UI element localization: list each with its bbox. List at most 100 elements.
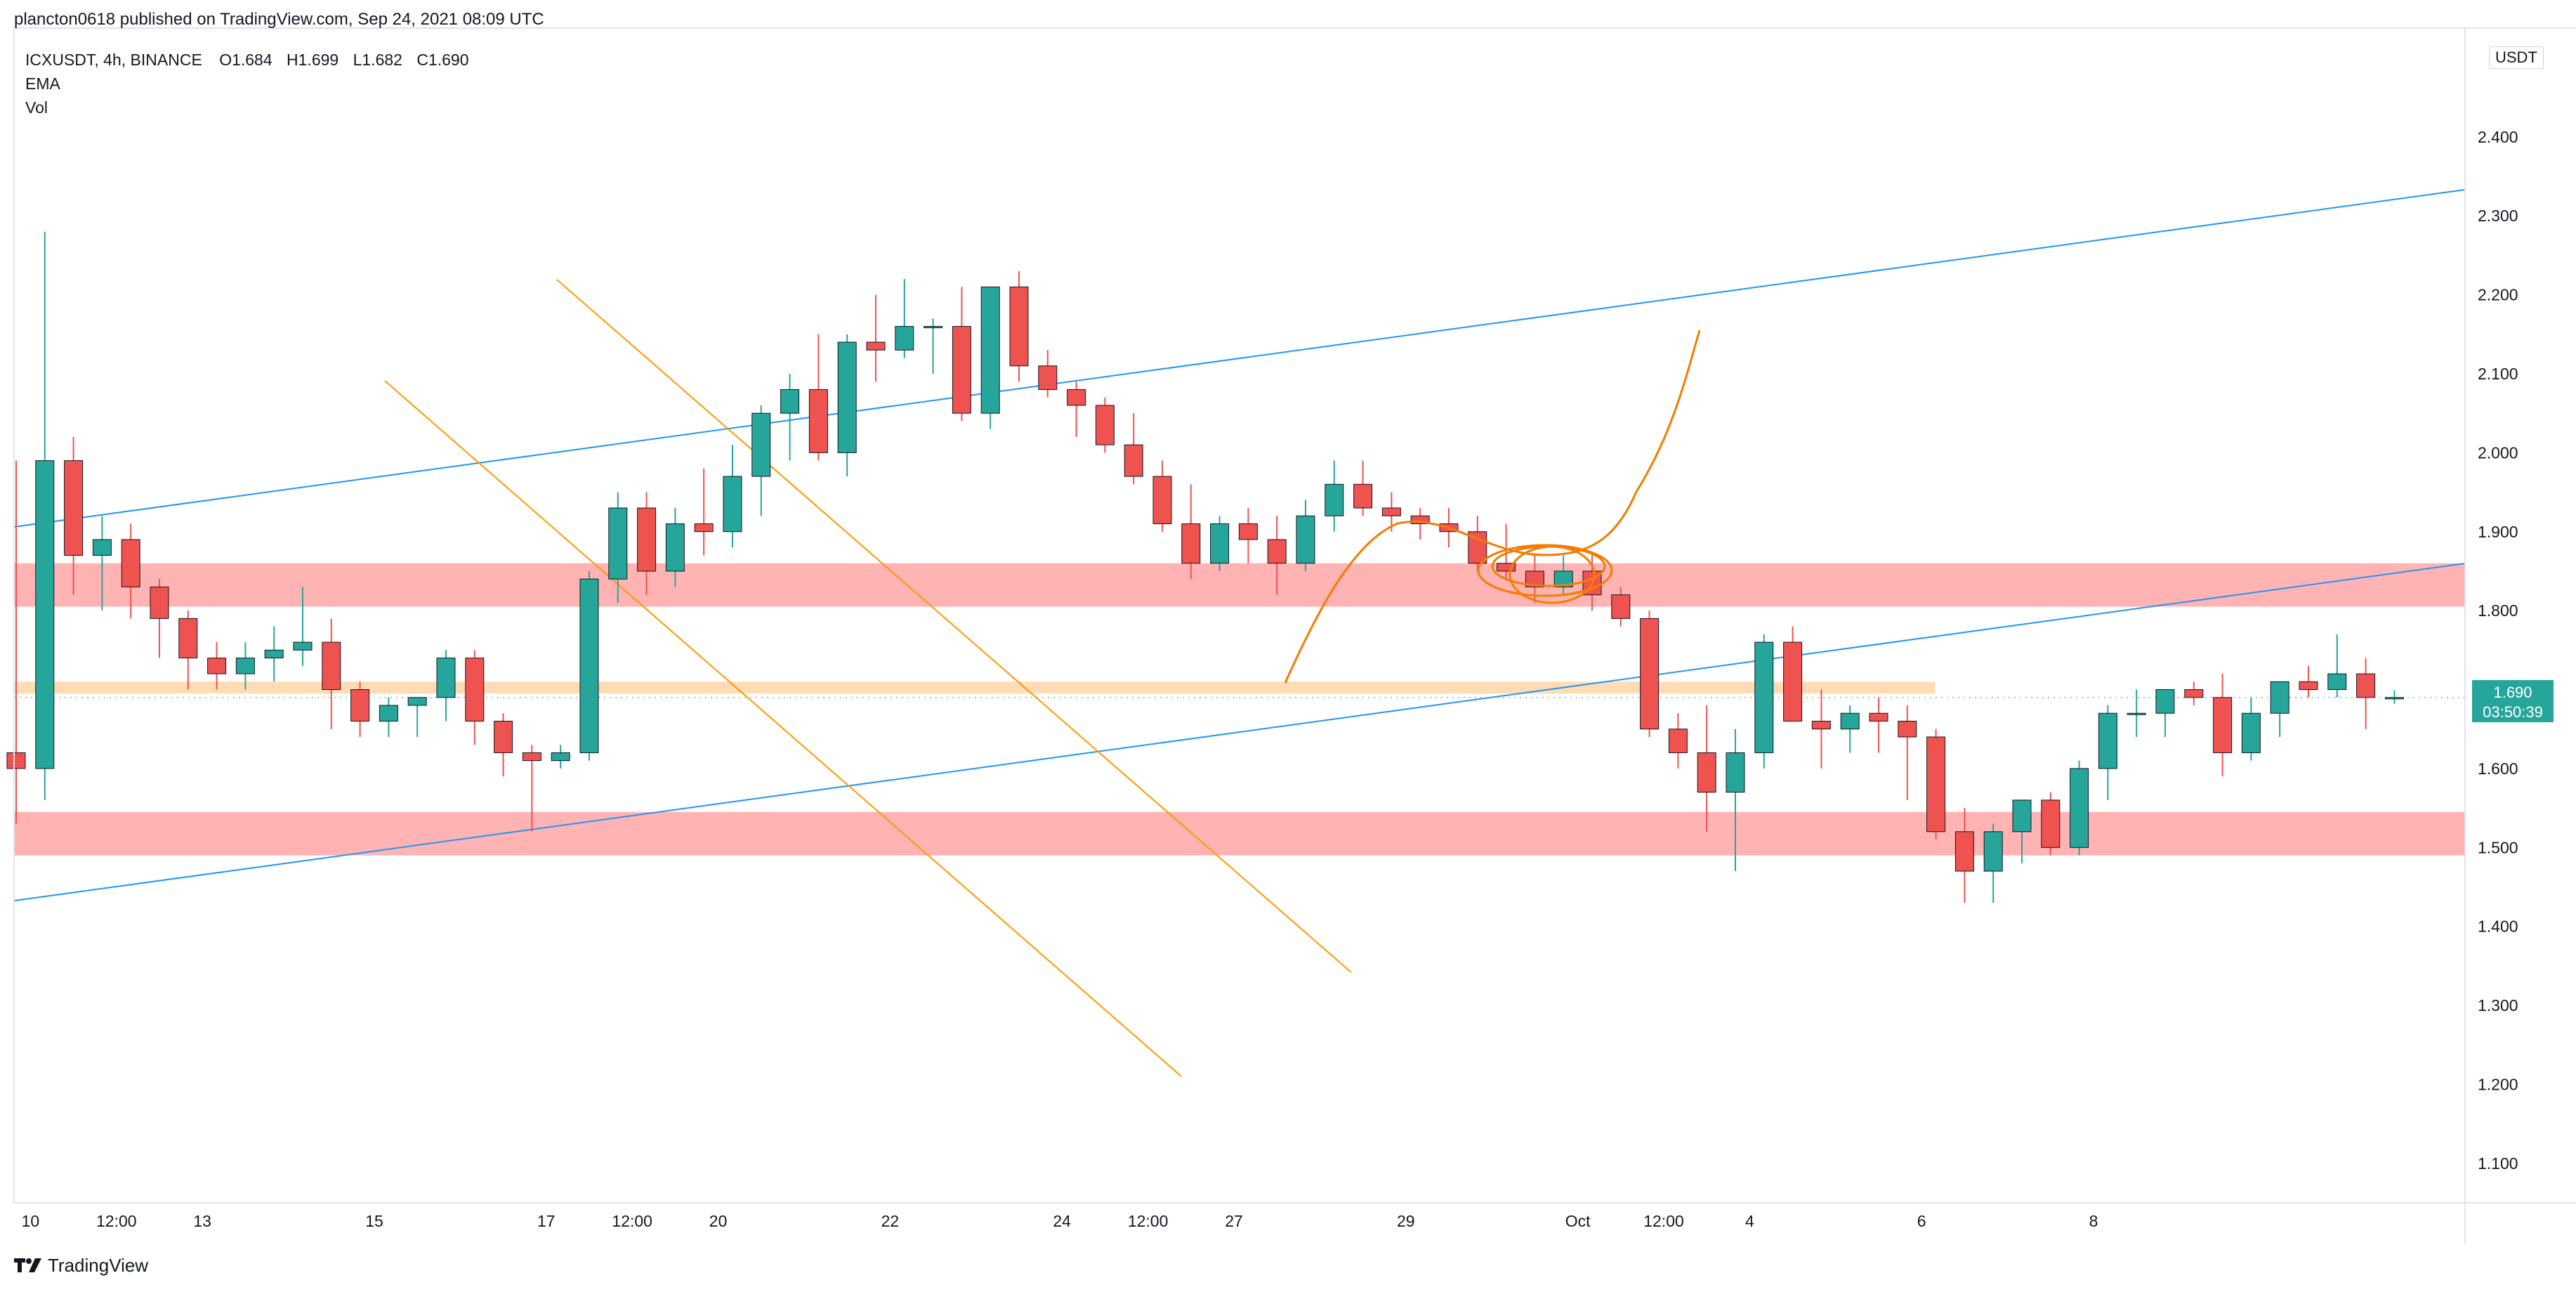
candle-down [1067, 389, 1086, 406]
candle-down [952, 326, 971, 414]
x-tick-label: 12:00 [1128, 1212, 1169, 1230]
unit-selector[interactable]: USDT [2489, 46, 2544, 69]
candle-up [980, 286, 1000, 414]
legend-symbol[interactable]: ICXUSDT, 4h, BINANCE [25, 51, 202, 69]
channel-upper-line [556, 279, 1352, 973]
candle-down [1381, 507, 1401, 516]
candle-up [235, 658, 255, 674]
legend-ema[interactable]: EMA [25, 74, 60, 93]
candle-down [866, 341, 886, 351]
tradingview-logo[interactable]: TradingView [14, 1253, 148, 1278]
candle-down [465, 658, 485, 722]
y-tick-label: 2.400 [2478, 128, 2518, 146]
candle-up [608, 507, 628, 580]
candle-down [1353, 483, 1373, 509]
candle-down [2356, 673, 2376, 698]
candle-down [64, 460, 84, 556]
candle-down [6, 752, 26, 769]
candle-up [293, 641, 313, 651]
candle-down [1611, 594, 1631, 619]
candle-up [551, 752, 570, 762]
legend-open: O1.684 [219, 51, 272, 69]
y-tick-label: 1.800 [2478, 601, 2518, 620]
candle-down [1497, 563, 1516, 572]
legend-vol[interactable]: Vol [25, 98, 48, 117]
candle-down [1181, 523, 1201, 564]
candle-down [1038, 365, 1058, 390]
candle-up [1983, 831, 2003, 872]
candle-down [522, 752, 541, 762]
candle-up [1840, 712, 1860, 730]
candle-down [1525, 570, 1544, 587]
zone-resistance [14, 563, 2465, 607]
candle-up [2012, 800, 2032, 833]
candle-down [1783, 641, 1803, 722]
candle-up [837, 341, 857, 453]
x-tick-label: 12:00 [1643, 1212, 1684, 1230]
candle-up [264, 649, 284, 659]
candle-up [407, 697, 427, 706]
x-tick-label: Oct [1565, 1212, 1591, 1230]
candle-up [2127, 712, 2146, 715]
candle-up [895, 326, 914, 351]
bar-countdown: 03:50:39 [2483, 703, 2543, 721]
y-tick-label: 2.100 [2478, 365, 2518, 383]
candle-down [1668, 729, 1688, 753]
candle-down [637, 507, 657, 572]
y-tick-label: 1.100 [2478, 1154, 2518, 1173]
candle-down [1869, 712, 1888, 722]
candle-up [2327, 673, 2347, 691]
chart-legend: ICXUSDT, 4h, BINANCE O1.684 H1.699 L1.68… [25, 48, 479, 119]
candle-down [1095, 405, 1115, 445]
target-circle [1477, 544, 1613, 597]
y-tick-label: 1.900 [2478, 523, 2518, 541]
x-tick-label: 12:00 [612, 1212, 652, 1230]
tradingview-logo-icon [14, 1258, 41, 1272]
candle-up [1210, 523, 1230, 564]
candle-down [150, 586, 169, 619]
candle-up [92, 539, 112, 556]
y-tick-label: 2.000 [2478, 443, 2518, 462]
x-tick-label: 6 [1917, 1212, 1926, 1230]
x-tick-label: 27 [1225, 1212, 1243, 1230]
candle-up [379, 705, 398, 722]
candle-up [2241, 712, 2261, 753]
candle-up [2270, 681, 2289, 714]
candle-down [1267, 539, 1287, 564]
candle-up [1726, 752, 1745, 793]
candle-down [494, 720, 513, 753]
x-tick-label: 24 [1053, 1212, 1071, 1230]
candle-up [751, 412, 771, 477]
candle-up [579, 578, 599, 753]
channel-lower-line [384, 380, 1182, 1077]
candle-up [2155, 689, 2175, 714]
candle-down [121, 539, 140, 587]
candle-down [1811, 720, 1831, 730]
projection-drawing [1284, 329, 1701, 684]
upper-trendline [13, 189, 2466, 528]
candle-down [1926, 736, 1946, 833]
legend-low: L1.682 [353, 51, 402, 69]
candle-up [780, 389, 800, 414]
x-tick-label: 12:00 [96, 1212, 137, 1230]
candle-down [694, 523, 714, 533]
candle-down [2184, 689, 2204, 698]
candle-up [35, 460, 55, 769]
candle-down [2213, 697, 2233, 753]
candle-up [2098, 712, 2117, 769]
last-price: 1.690 [2493, 684, 2532, 701]
y-tick-label: 1.600 [2478, 759, 2518, 778]
candle-down [1898, 720, 1917, 738]
candle-up [723, 476, 742, 533]
candle-down [1238, 523, 1258, 540]
candle-up [436, 658, 456, 698]
y-tick-label: 1.500 [2478, 838, 2518, 856]
legend-ohlc: O1.684 H1.699 L1.682 C1.690 [219, 51, 478, 69]
x-tick-label: 13 [193, 1212, 211, 1230]
header: plancton0618 published on TradingView.co… [0, 0, 2576, 42]
y-tick-label: 2.200 [2478, 286, 2518, 304]
candle-up [1296, 515, 1315, 564]
zone-level [14, 681, 1935, 694]
